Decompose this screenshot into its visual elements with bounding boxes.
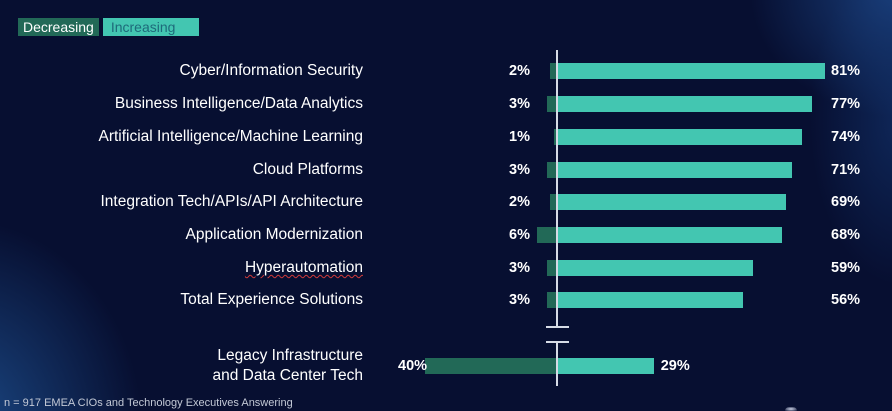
category-label-line: Integration Tech/APIs/API Architecture	[100, 193, 364, 210]
category-label-line: Hyperautomation	[244, 259, 363, 276]
value-label-increasing: 68%	[831, 227, 861, 243]
value-label-decreasing: 40%	[398, 358, 428, 374]
category-label: Legacy Infrastructure and Data Center Tec…	[212, 346, 363, 386]
category-label-line: Artificial Intelligence/Machine Learning	[98, 128, 363, 145]
category-label-line: Cyber/Information Security	[179, 62, 364, 79]
bar-increasing	[558, 129, 803, 145]
bar-increasing	[558, 260, 753, 276]
category-label-line: Legacy Infrastructure	[217, 347, 363, 364]
value-label-decreasing: 3%	[509, 292, 530, 308]
zero-axis-upper	[556, 50, 558, 328]
category-label: Integration Tech/APIs/API Architecture	[101, 192, 364, 212]
category-label: Artificial Intelligence/Machine Learning	[98, 127, 363, 147]
bar-decreasing	[550, 63, 557, 79]
category-label: Cloud Platforms	[253, 160, 363, 180]
bar-decreasing	[537, 227, 557, 243]
decorative-highlight	[785, 407, 797, 411]
bar-increasing	[558, 227, 783, 243]
category-label: Hyperautomation	[245, 258, 363, 278]
category-label-line: and Data Center Tech	[212, 367, 363, 384]
value-label-increasing: 56%	[831, 292, 861, 308]
legend-increasing: Increasing	[102, 18, 199, 36]
bar-decreasing	[550, 194, 557, 210]
bar-decreasing	[425, 358, 557, 374]
bar-increasing	[558, 96, 813, 112]
footnote: n = 917 EMEA CIOs and Technology Executi…	[4, 397, 293, 409]
value-label-decreasing: 3%	[509, 260, 530, 276]
value-label-decreasing: 6%	[509, 227, 530, 243]
zero-axis-lower	[556, 341, 558, 386]
value-label-increasing: 81%	[831, 63, 861, 79]
value-label-increasing: 74%	[831, 129, 861, 145]
category-label: Total Experience Solutions	[180, 290, 363, 310]
legend-decreasing: Decreasing	[18, 18, 99, 36]
value-label-increasing: 69%	[831, 194, 861, 210]
value-label-decreasing: 1%	[509, 129, 530, 145]
value-label-increasing: 71%	[831, 162, 861, 178]
value-label-decreasing: 2%	[509, 63, 530, 79]
bar-increasing	[558, 194, 786, 210]
category-label: Business Intelligence/Data Analytics	[115, 94, 363, 114]
bar-decreasing	[547, 162, 557, 178]
bar-decreasing	[547, 96, 557, 112]
bar-increasing	[558, 63, 826, 79]
bar-decreasing	[553, 129, 557, 145]
axis-break-tick-upper	[546, 326, 569, 328]
value-label-increasing: 77%	[831, 96, 861, 112]
value-label-decreasing: 2%	[509, 194, 530, 210]
category-label: Application Modernization	[186, 225, 364, 245]
category-label-line: Application Modernization	[185, 226, 364, 243]
value-label-decreasing: 3%	[509, 96, 530, 112]
bar-decreasing	[547, 292, 557, 308]
category-label-line: Business Intelligence/Data Analytics	[114, 95, 363, 112]
legend: Decreasing Increasing	[18, 18, 199, 36]
value-label-increasing: 59%	[831, 260, 861, 276]
value-label-decreasing: 3%	[509, 162, 530, 178]
value-label-increasing: 29%	[660, 358, 690, 374]
bar-increasing	[558, 292, 743, 308]
bar-decreasing	[547, 260, 557, 276]
category-label-line: Total Experience Solutions	[180, 291, 363, 308]
bar-increasing	[558, 162, 793, 178]
category-label: Cyber/Information Security	[180, 61, 364, 81]
bar-increasing	[558, 358, 654, 374]
category-label-line: Cloud Platforms	[252, 161, 363, 178]
